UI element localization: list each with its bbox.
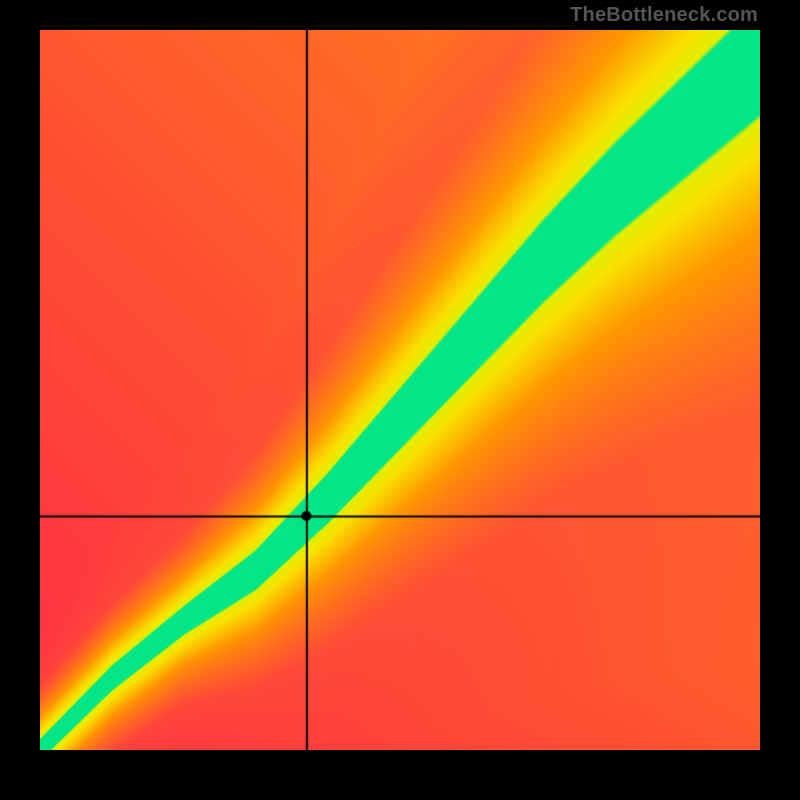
attribution-text: TheBottleneck.com	[570, 4, 758, 27]
figure-root: TheBottleneck.com	[0, 0, 800, 800]
bottleneck-heatmap	[40, 30, 760, 750]
